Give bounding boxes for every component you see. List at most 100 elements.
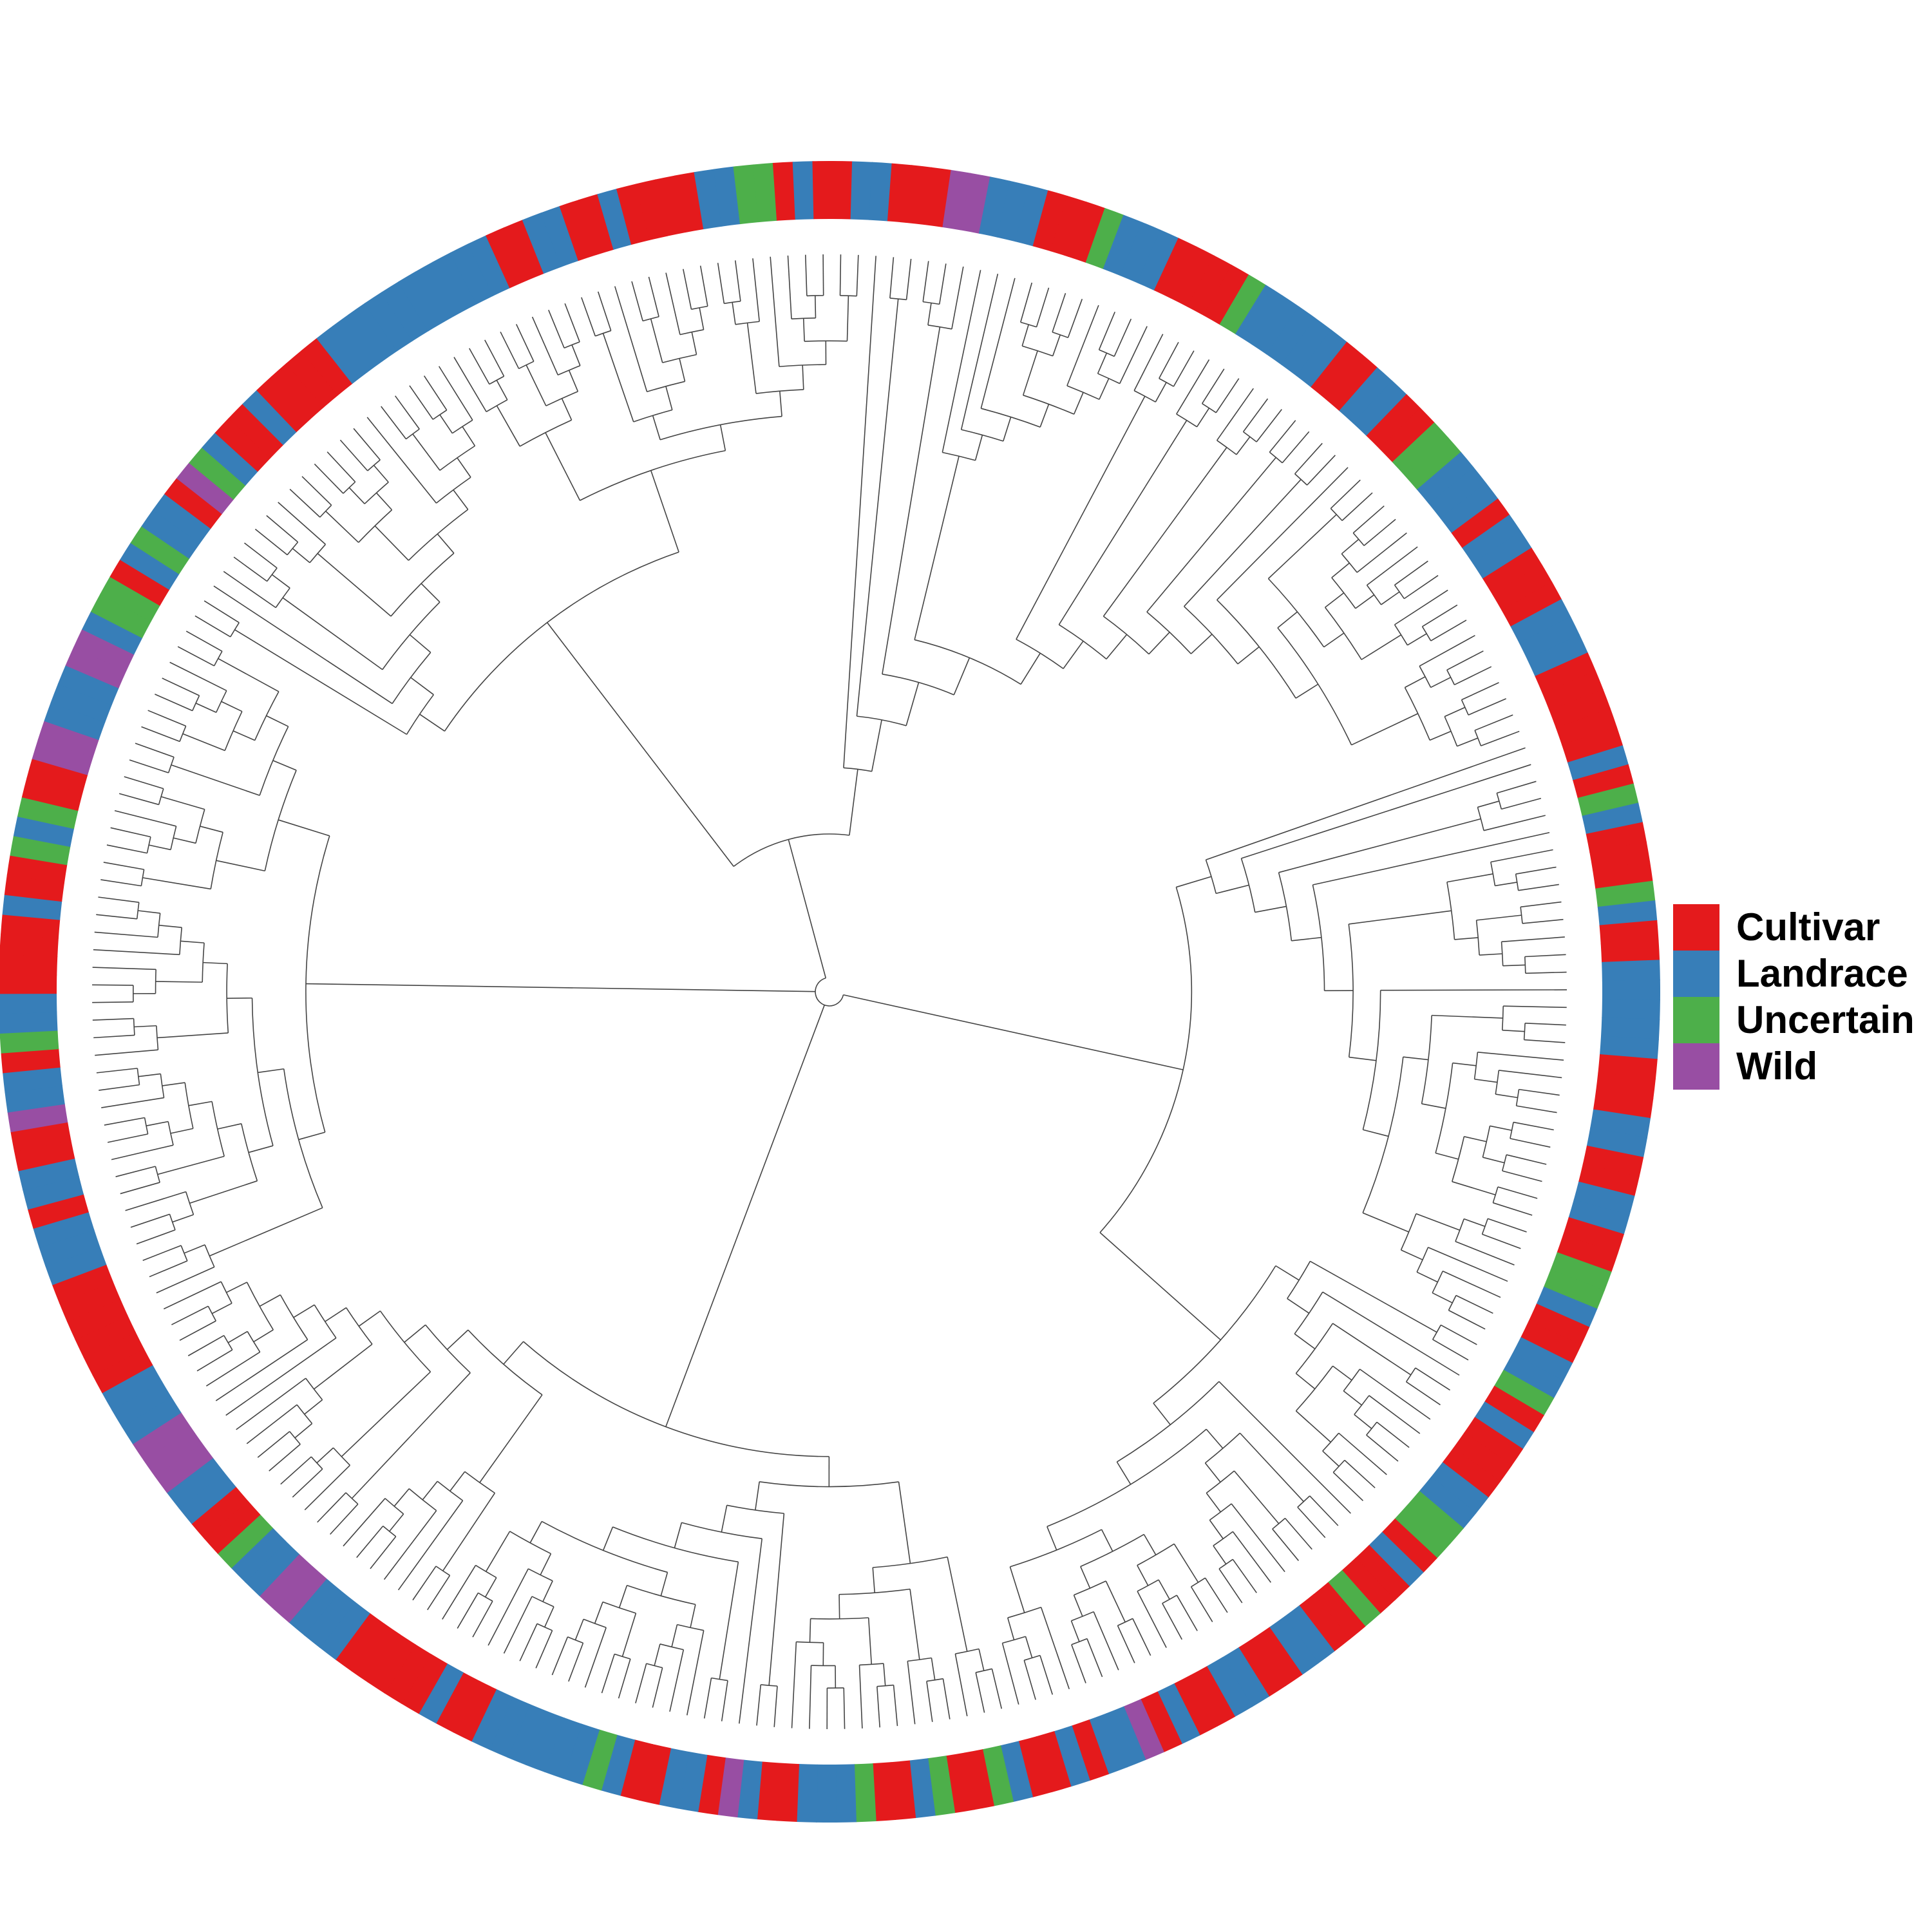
ring-segment bbox=[1550, 1252, 1612, 1291]
tree-branch bbox=[652, 1667, 663, 1708]
ring-segment bbox=[259, 1553, 313, 1610]
tree-branch bbox=[348, 487, 365, 504]
ring-segment bbox=[0, 953, 58, 976]
tree-branch bbox=[1243, 431, 1257, 442]
tree-branch bbox=[788, 839, 827, 978]
tree-branch bbox=[232, 730, 256, 741]
ring-segment bbox=[418, 1663, 464, 1724]
tree-branch bbox=[564, 303, 580, 343]
tree-branch bbox=[1099, 349, 1115, 357]
tree-branch bbox=[1454, 666, 1492, 686]
ring-segment bbox=[544, 1717, 582, 1779]
tree-branch bbox=[954, 1653, 968, 1717]
tree-branch bbox=[1294, 1333, 1316, 1350]
tree-branch bbox=[1287, 1298, 1310, 1314]
tree-branch bbox=[1322, 1432, 1340, 1452]
ring-segment bbox=[982, 1745, 1014, 1806]
tree-branch bbox=[602, 1526, 614, 1551]
ring-segment bbox=[1535, 652, 1596, 694]
ring-segment bbox=[526, 1710, 565, 1772]
tree-branch bbox=[306, 983, 816, 992]
tree-branch bbox=[423, 375, 448, 411]
ring-segment bbox=[905, 165, 933, 225]
tree-branch bbox=[942, 451, 976, 461]
ring-segment bbox=[850, 161, 873, 220]
ring-segment bbox=[887, 163, 913, 223]
ring-segment bbox=[301, 337, 353, 396]
tree-branch bbox=[1356, 532, 1407, 573]
ring-segment bbox=[1573, 1181, 1635, 1216]
tree-branch bbox=[1444, 706, 1466, 717]
tree-branch bbox=[298, 1132, 325, 1141]
tree-branch bbox=[488, 1568, 529, 1646]
ring-segment bbox=[1032, 190, 1068, 252]
tree-branch bbox=[652, 415, 661, 440]
tree-branch bbox=[540, 1553, 552, 1575]
tree-branch bbox=[526, 365, 547, 406]
ring-segment bbox=[100, 576, 160, 622]
tree-branch bbox=[1525, 1022, 1566, 1026]
tree-branch bbox=[621, 1613, 637, 1657]
ring-segment bbox=[1170, 246, 1215, 307]
tree-branch bbox=[518, 361, 535, 370]
tree-branch bbox=[568, 1642, 584, 1682]
tree-branch bbox=[162, 677, 200, 696]
tree-branch bbox=[1137, 1591, 1167, 1648]
tree-branch bbox=[938, 263, 947, 305]
tree-branch bbox=[1232, 1531, 1272, 1583]
tree-branch bbox=[535, 1630, 553, 1669]
tree-branch bbox=[313, 1343, 373, 1390]
ring-segment bbox=[1311, 341, 1363, 399]
tree-branch bbox=[226, 1282, 247, 1293]
tree-branch bbox=[156, 1032, 229, 1039]
legend-swatch-cultivar bbox=[1673, 904, 1719, 951]
tree-branch bbox=[156, 1266, 215, 1294]
ring-segment bbox=[582, 1729, 618, 1791]
ring-segment bbox=[453, 1680, 497, 1742]
tree-branch bbox=[665, 386, 673, 410]
ring-segment bbox=[713, 166, 741, 227]
tree-branch bbox=[103, 862, 144, 870]
tree-branch bbox=[366, 417, 437, 504]
tree-branch bbox=[215, 690, 227, 713]
tree-branch bbox=[1332, 1323, 1412, 1376]
ring-segment bbox=[504, 220, 545, 281]
tree-branch bbox=[1354, 1414, 1372, 1429]
tree-branch bbox=[1099, 1232, 1221, 1341]
tree-branch bbox=[612, 1526, 739, 1563]
tree-branch bbox=[287, 542, 299, 556]
tree-branch bbox=[1446, 650, 1484, 671]
tree-branch bbox=[1213, 1531, 1233, 1546]
tree-branch bbox=[876, 1686, 881, 1728]
ring-segment bbox=[450, 243, 494, 305]
tree-branch bbox=[101, 1097, 164, 1108]
tree-branch bbox=[169, 661, 227, 692]
tree-branch bbox=[1020, 282, 1033, 323]
tree-branch bbox=[1501, 942, 1504, 966]
tree-branch bbox=[1117, 1625, 1135, 1663]
ring-segment bbox=[522, 213, 562, 274]
tree-branch bbox=[814, 296, 817, 318]
tree-branch bbox=[1394, 560, 1428, 586]
tree-branch bbox=[659, 415, 782, 440]
tree-branch bbox=[1046, 1428, 1207, 1528]
ring-segment bbox=[1578, 1163, 1640, 1197]
tree-branch bbox=[1052, 334, 1061, 356]
tree-branch bbox=[1133, 334, 1164, 392]
ring-segment bbox=[1602, 960, 1660, 981]
tree-branch bbox=[289, 489, 321, 518]
tree-branch bbox=[1275, 1265, 1300, 1281]
tree-branch bbox=[138, 910, 160, 914]
tree-branch bbox=[147, 710, 186, 727]
tree-branch bbox=[1215, 378, 1240, 413]
ring-segment bbox=[1599, 1036, 1659, 1060]
tree-branch bbox=[1331, 562, 1350, 578]
tree-branch bbox=[272, 760, 297, 771]
tree-branch bbox=[468, 1329, 543, 1396]
tree-branch bbox=[184, 1082, 194, 1129]
tree-branch bbox=[1287, 1261, 1311, 1299]
tree-branch bbox=[1506, 1154, 1547, 1165]
tree-branch bbox=[1137, 1565, 1149, 1586]
tree-branch bbox=[1348, 923, 1354, 1057]
tree-branch bbox=[699, 265, 708, 307]
